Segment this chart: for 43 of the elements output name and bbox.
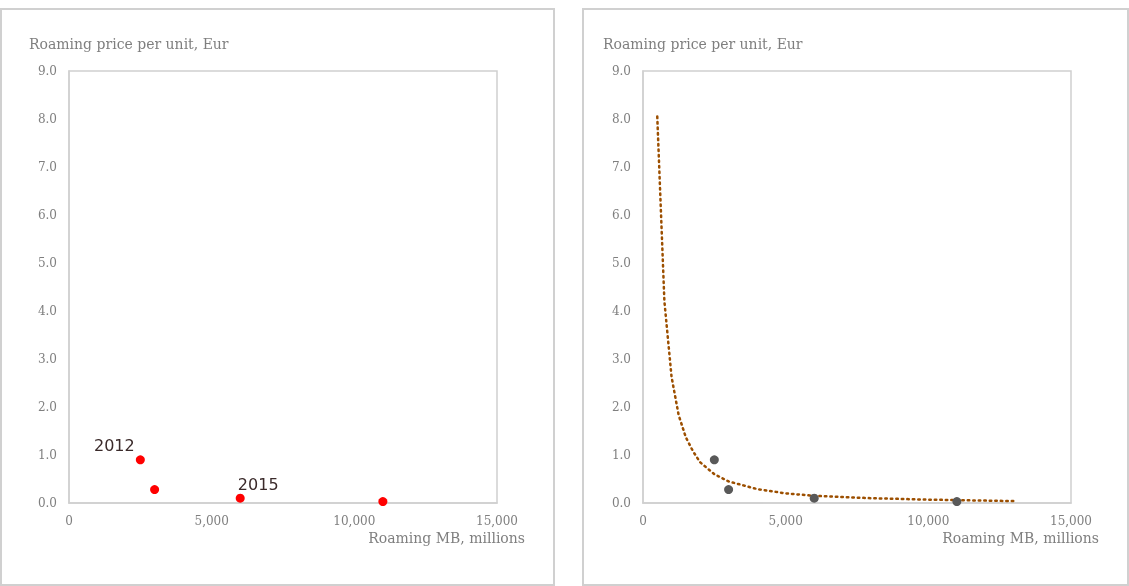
x-tick-label: 15,000 — [1050, 514, 1092, 528]
y-axis-title: Roaming price per unit, Eur — [603, 36, 803, 52]
point — [952, 497, 962, 507]
y-tick-label: 4.0 — [611, 304, 631, 318]
annotation: 2012 — [93, 436, 135, 456]
point — [150, 485, 160, 495]
point — [809, 493, 819, 503]
point — [709, 455, 719, 465]
x-tick-label: 10,000 — [907, 514, 950, 528]
point — [135, 455, 145, 465]
x-tick-label: 5,000 — [194, 514, 229, 528]
y-tick-label: 9.0 — [611, 64, 631, 78]
x-tick-label: 10,000 — [333, 514, 376, 528]
y-tick-label: 0.0 — [37, 496, 57, 510]
y-tick-label: 0.0 — [611, 496, 631, 510]
x-tick-label: 0 — [639, 514, 647, 528]
y-tick-label: 1.0 — [611, 448, 631, 462]
y-tick-label: 4.0 — [37, 304, 57, 318]
y-axis-title: Roaming price per unit, Eur — [29, 36, 229, 52]
y-tick-label: 9.0 — [37, 64, 57, 78]
annotation: 2015 — [237, 474, 279, 494]
x-tick-label: 0 — [65, 514, 73, 528]
y-tick-label: 3.0 — [37, 352, 57, 366]
x-tick-label: 5,000 — [768, 514, 803, 528]
y-tick-label: 5.0 — [37, 256, 57, 270]
y-tick-label: 7.0 — [37, 160, 57, 174]
y-tick-label: 6.0 — [37, 208, 57, 222]
point — [235, 493, 245, 503]
y-tick-label: 1.0 — [37, 448, 57, 462]
y-tick-label: 2.0 — [611, 400, 631, 414]
y-tick-label: 6.0 — [611, 208, 631, 222]
x-tick-label: 15,000 — [476, 514, 518, 528]
y-tick-label: 7.0 — [611, 160, 631, 174]
point — [724, 485, 734, 495]
x-axis-title: Roaming MB, millions — [942, 530, 1099, 546]
line-series — [656, 115, 1016, 503]
y-tick-label: 8.0 — [611, 112, 631, 126]
point — [378, 497, 388, 507]
y-tick-label: 3.0 — [611, 352, 631, 366]
y-tick-label: 8.0 — [37, 112, 57, 126]
x-axis-title: Roaming MB, millions — [368, 530, 525, 546]
y-tick-label: 5.0 — [611, 256, 631, 270]
y-tick-label: 2.0 — [37, 400, 57, 414]
